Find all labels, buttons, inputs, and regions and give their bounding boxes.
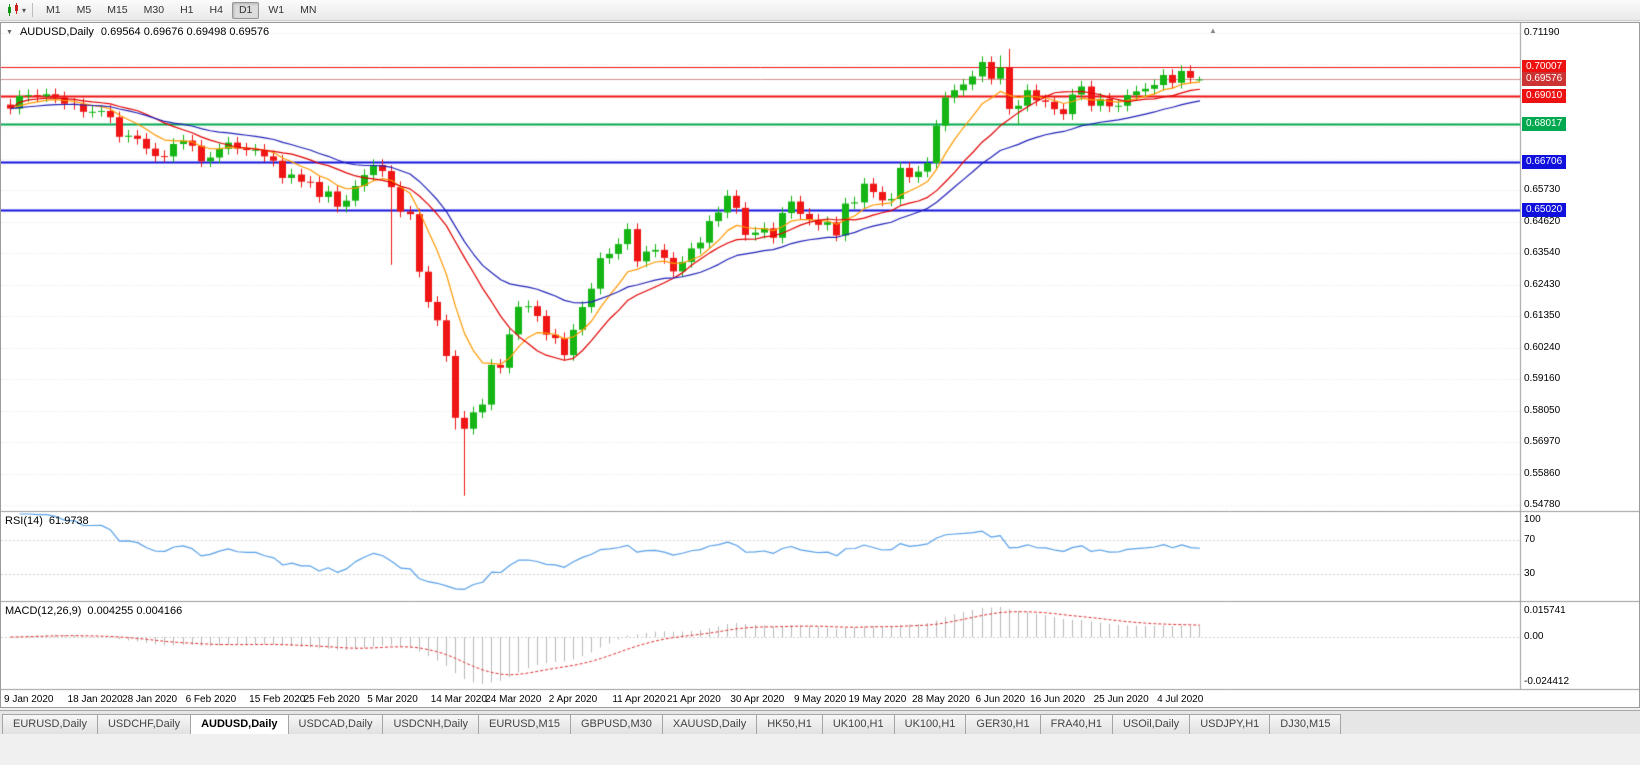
macd-name: MACD(12,26,9) bbox=[5, 605, 82, 617]
timeframe-button-d1[interactable]: D1 bbox=[231, 1, 260, 19]
timeframe-toolbar: M1 M5 M15 M30 H1 H4 D1 W1 MN bbox=[39, 1, 323, 19]
chart-tab-xauusd-daily[interactable]: XAUUSD,Daily bbox=[661, 714, 758, 734]
rsi-name: RSI(14) bbox=[5, 515, 43, 527]
chart-tab-usdjpy-h1[interactable]: USDJPY,H1 bbox=[1189, 714, 1271, 734]
timeframe-button-m1[interactable]: M1 bbox=[46, 3, 61, 16]
timeframe-button-mn[interactable]: MN bbox=[300, 3, 317, 16]
rsi-indicator-label: RSI(14) 61.9738 bbox=[5, 515, 89, 527]
chart-tab-gbpusd-m30[interactable]: GBPUSD,M30 bbox=[569, 714, 663, 734]
timeframe-button-w1[interactable]: W1 bbox=[268, 3, 285, 16]
chart-tab-eurusd-m15[interactable]: EURUSD,M15 bbox=[478, 714, 571, 734]
chart-title-symbol: AUDUSD,Daily bbox=[19, 26, 94, 38]
chart-tab-uk100-h1-2[interactable]: UK100,H1 bbox=[893, 714, 967, 734]
timeframe-button-m5[interactable]: M5 bbox=[76, 3, 92, 16]
chart-tab-eurusd-daily[interactable]: EURUSD,Daily bbox=[2, 714, 98, 734]
chart-tab-usdcnh-daily[interactable]: USDCNH,Daily bbox=[382, 714, 480, 734]
chart-tab-hk50-h1[interactable]: HK50,H1 bbox=[756, 714, 823, 734]
chart-tab-usoil-daily[interactable]: USOil,Daily bbox=[1111, 714, 1191, 734]
main-chart-canvas[interactable] bbox=[1, 23, 1639, 707]
chart-tab-ger30-h1[interactable]: GER30,H1 bbox=[965, 714, 1041, 734]
chart-tabs-bar: EURUSD,Daily USDCHF,Daily AUDUSD,Daily USDC… bbox=[0, 710, 1640, 734]
chart-tab-fra40-h1[interactable]: FRA40,H1 bbox=[1039, 714, 1113, 734]
toolbar-separator bbox=[32, 3, 34, 17]
macd-values: 0.004255 0.004166 bbox=[87, 605, 183, 617]
macd-indicator-label: MACD(12,26,9) 0.004255 0.004166 bbox=[5, 605, 182, 617]
collapse-icon[interactable]: ▼ bbox=[6, 28, 13, 36]
chevron-down-icon: ▾ bbox=[22, 5, 27, 15]
chart-titlebar: ▼ AUDUSD,Daily 0.69564 0.69676 0.69498 0… bbox=[6, 26, 269, 38]
chart-window: 0.71190 0.65730 0.64620 0.63540 0.62430 0.613… bbox=[0, 22, 1640, 708]
chart-title-ohlc: 0.69564 0.69676 0.69498 0.69576 bbox=[100, 26, 270, 38]
chart-type-button[interactable]: ▾ bbox=[4, 2, 28, 19]
chart-tab-audusd-daily[interactable]: AUDUSD,Daily bbox=[190, 714, 289, 734]
chart-tab-usdchf-daily[interactable]: USDCHF,Daily bbox=[96, 714, 192, 734]
chart-tab-uk100-h1[interactable]: UK100,H1 bbox=[821, 714, 895, 734]
chart-tab-dj30-m15[interactable]: DJ30,M15 bbox=[1269, 714, 1342, 734]
rsi-value: 61.9738 bbox=[48, 515, 89, 527]
timeframe-button-m15[interactable]: M15 bbox=[107, 3, 128, 16]
candlestick-chart-icon bbox=[6, 3, 21, 17]
top-toolbar: ▾ M1 M5 M15 M30 H1 H4 D1 W1 MN bbox=[0, 0, 1640, 21]
chart-tab-usdcad-daily[interactable]: USDCAD,Daily bbox=[287, 714, 384, 734]
timeframe-button-m30[interactable]: M30 bbox=[143, 3, 165, 16]
timeframe-button-h4[interactable]: H4 bbox=[209, 3, 223, 16]
timeframe-button-h1[interactable]: H1 bbox=[180, 3, 194, 16]
